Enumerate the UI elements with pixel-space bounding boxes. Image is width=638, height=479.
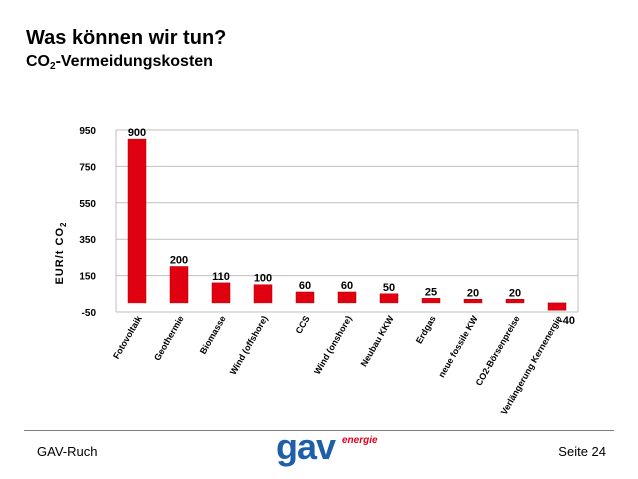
grid-lines bbox=[115, 129, 579, 313]
bar bbox=[505, 299, 525, 304]
data-label: 50 bbox=[383, 282, 395, 294]
data-label: 20 bbox=[467, 287, 479, 299]
logo-wordmark: gav bbox=[276, 426, 336, 467]
data-label: 25 bbox=[425, 286, 437, 298]
data-label: 60 bbox=[299, 280, 311, 292]
bar bbox=[421, 298, 441, 304]
data-label: 200 bbox=[170, 255, 188, 267]
bar bbox=[547, 302, 567, 311]
y-tick-label: 950 bbox=[79, 126, 96, 137]
x-tick-label: Erdgas bbox=[414, 314, 438, 345]
bars bbox=[127, 138, 567, 311]
co2-cost-bar-chart: 900 200 110 100 60 60 50 25 20 20 -40 -50 150 350 550… bbox=[54, 126, 579, 416]
data-label: 900 bbox=[128, 127, 146, 139]
y-tick-label: -50 bbox=[82, 308, 97, 319]
data-label: 60 bbox=[341, 280, 353, 292]
x-tick-label: Wind (onshore) bbox=[312, 314, 354, 376]
bar bbox=[127, 138, 147, 304]
page-subtitle: CO2-Vermeidungskosten bbox=[26, 52, 213, 77]
x-tick-label: Fotovoltaik bbox=[111, 313, 144, 360]
data-labels: 900 200 110 100 60 60 50 25 20 20 -40 bbox=[128, 127, 575, 327]
x-tick-label: Geothermie bbox=[152, 314, 186, 362]
logo-subtext: energie bbox=[342, 435, 378, 446]
y-tick-labels: -50 150 350 550 750 950 bbox=[79, 126, 96, 319]
bar bbox=[295, 291, 315, 304]
bar bbox=[337, 291, 357, 304]
x-tick-label: Wind (offshore) bbox=[228, 314, 270, 377]
page-title: Was können wir tun? bbox=[26, 27, 227, 49]
bar bbox=[211, 282, 231, 304]
x-tick-label: neue fossile KW bbox=[436, 314, 480, 380]
y-tick-label: 750 bbox=[79, 162, 96, 173]
x-tick-label: Neubau KKW bbox=[359, 314, 396, 369]
subtitle-suffix: -Vermeidungskosten bbox=[55, 53, 213, 70]
y-axis-label-main: EUR/t CO bbox=[54, 227, 66, 285]
bar bbox=[253, 284, 273, 304]
data-label: 20 bbox=[509, 287, 521, 299]
data-label: -40 bbox=[559, 315, 575, 327]
subtitle-subscript: 2 bbox=[50, 61, 56, 72]
x-tick-label: Biomasse bbox=[198, 314, 228, 356]
y-axis-label: EUR/t CO2 bbox=[54, 222, 68, 285]
subtitle-prefix: CO bbox=[26, 53, 50, 70]
gav-energie-logo: gav energie bbox=[276, 428, 386, 472]
y-tick-label: 150 bbox=[79, 272, 96, 283]
footer-divider bbox=[24, 430, 614, 431]
data-label: 110 bbox=[212, 271, 230, 283]
y-tick-label: 350 bbox=[79, 235, 96, 246]
x-tick-label: CO2-Börsenpreise bbox=[474, 314, 522, 387]
y-axis-label-sub: 2 bbox=[59, 222, 68, 227]
x-tick-label: CCS bbox=[294, 314, 312, 335]
x-tick-labels: Fotovoltaik Geothermie Biomasse Wind (offsh… bbox=[111, 313, 564, 416]
footer-page-number: Seite 24 bbox=[558, 444, 606, 459]
bar bbox=[379, 293, 399, 304]
footer-author: GAV-Ruch bbox=[37, 444, 98, 459]
data-label: 100 bbox=[254, 273, 272, 285]
bar bbox=[463, 299, 483, 304]
y-tick-label: 550 bbox=[79, 199, 96, 210]
bar bbox=[169, 266, 189, 304]
